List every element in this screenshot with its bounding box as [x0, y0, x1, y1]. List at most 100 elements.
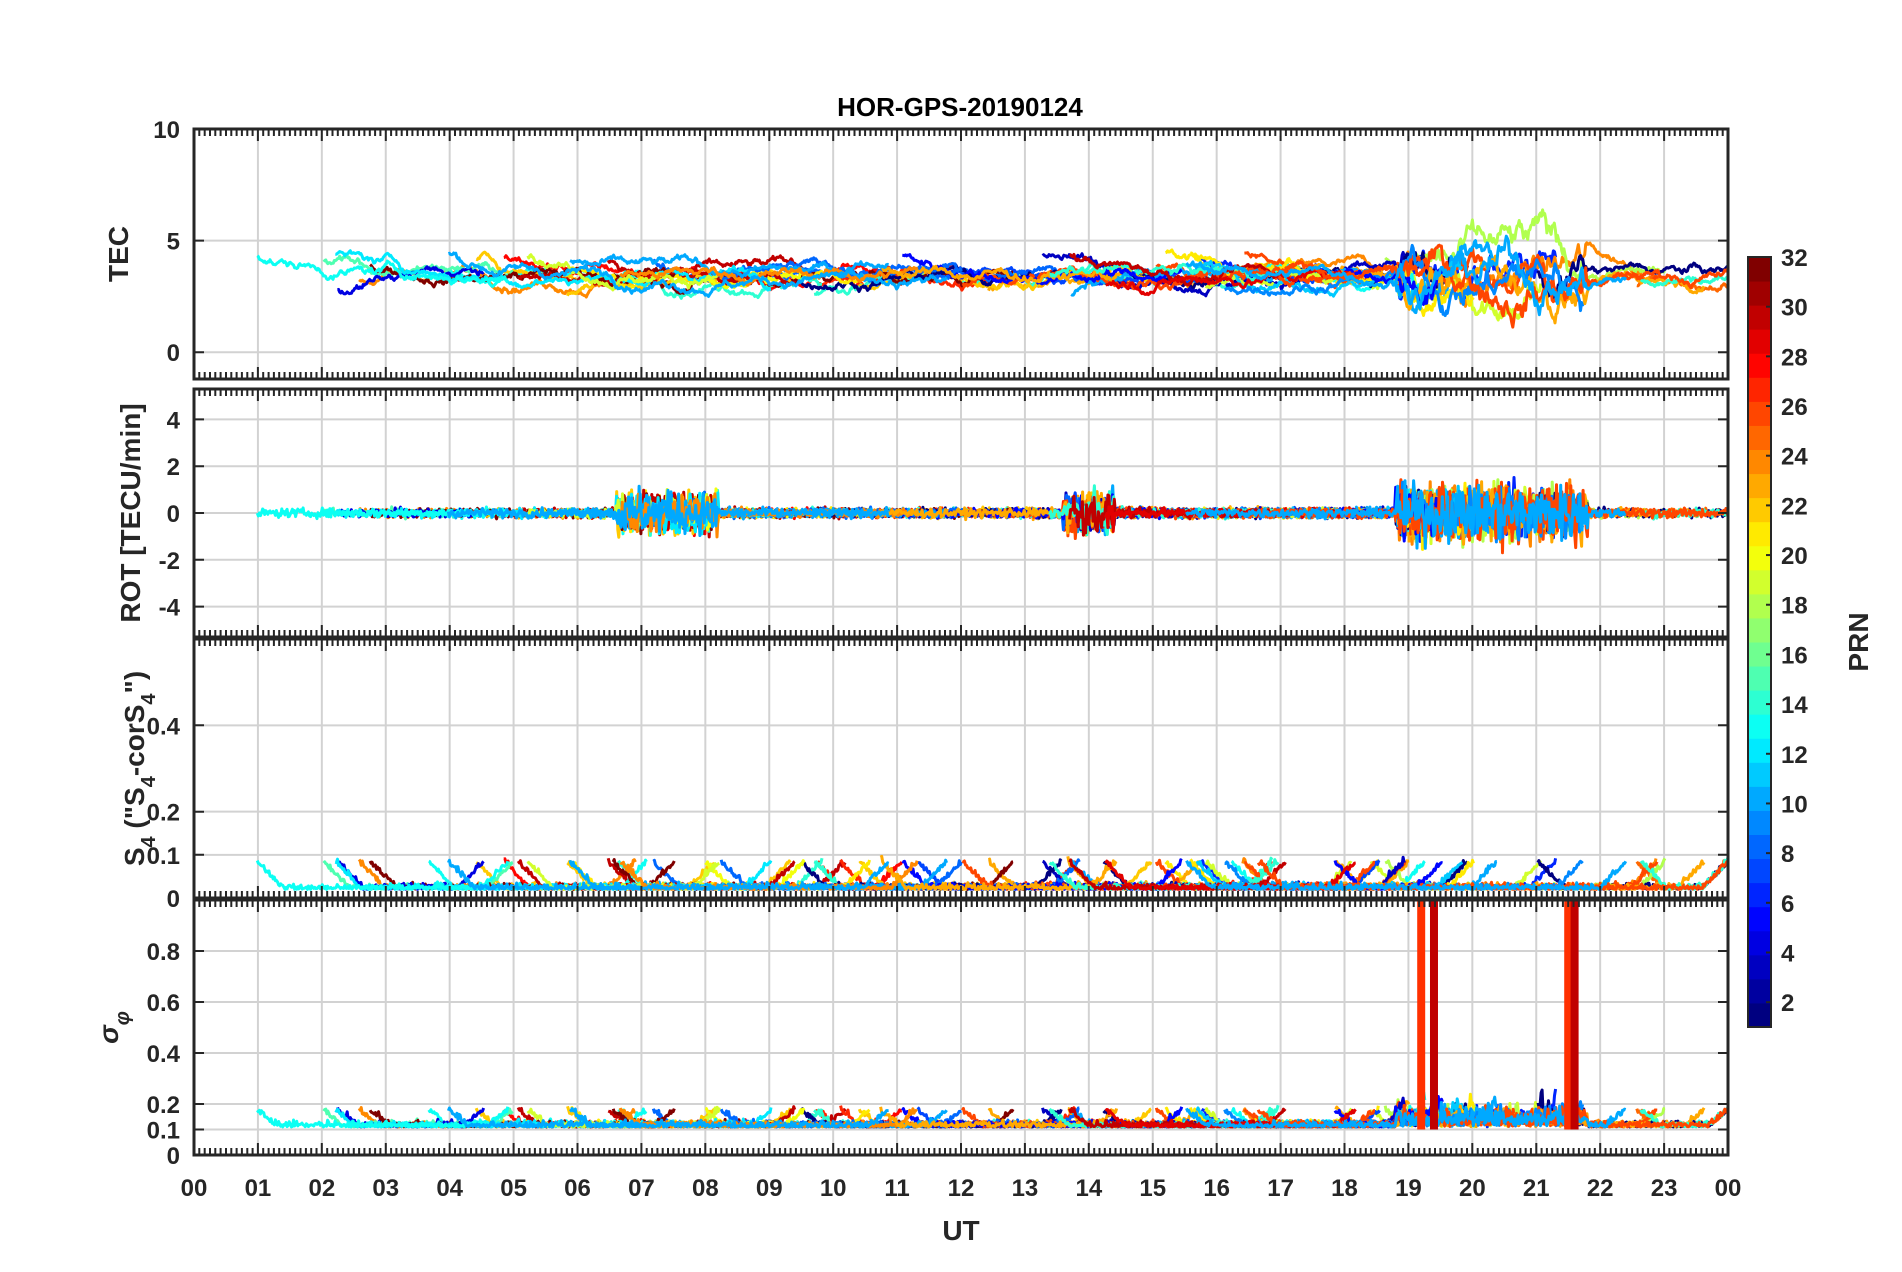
x-tick-label: 02	[308, 1175, 335, 1202]
x-tick-label: 00	[181, 1175, 208, 1202]
colorbar-bin	[1748, 257, 1771, 282]
y-tick-label: 2	[167, 454, 180, 481]
colorbar-tick-label: 12	[1781, 742, 1808, 769]
colorbar-bin	[1748, 714, 1771, 739]
x-tick-label: 18	[1331, 1175, 1358, 1202]
colorbar-tick-label: 2	[1781, 990, 1794, 1017]
y-tick-label: 0.4	[147, 1041, 181, 1068]
panel-2-traces	[255, 476, 1728, 555]
y-axis-label: σφ	[93, 1011, 134, 1044]
y-tick-label: 0.1	[147, 1118, 180, 1145]
colorbar-bin	[1748, 954, 1771, 980]
colorbar-tick-label: 24	[1781, 444, 1808, 471]
colorbar-tick-label: 4	[1781, 940, 1795, 967]
y-axis-label: ROT [TECU/min]	[115, 403, 146, 622]
sigma-phi-spike	[1570, 900, 1579, 1130]
colorbar-tick-label: 30	[1781, 295, 1808, 322]
panel-3-grid	[193, 639, 1729, 899]
panel-3: 0 0.1 0.2 0.4S4 ("S4-corS4")	[119, 637, 1730, 913]
y-tick-label: 0	[167, 340, 180, 367]
trace-line	[569, 253, 948, 291]
trace-line	[255, 860, 510, 891]
colorbar-bin	[1748, 569, 1771, 595]
trace-line	[446, 488, 890, 537]
trace-line	[322, 254, 514, 279]
colorbar-label: PRN	[1843, 612, 1874, 671]
x-tick-label: 13	[1012, 1175, 1039, 1202]
colorbar-tick-label: 10	[1781, 791, 1808, 818]
colorbar-bin	[1748, 810, 1771, 835]
colorbar-bin	[1748, 401, 1771, 426]
x-tick-label: 17	[1267, 1175, 1294, 1202]
colorbar-bin	[1748, 617, 1771, 643]
x-tick-label: 07	[628, 1175, 655, 1202]
y-tick-label: 0.2	[147, 1092, 180, 1119]
y-tick-label: 0.1	[147, 843, 180, 870]
panel-3-traces	[255, 854, 1728, 891]
trace-line	[256, 254, 509, 286]
trace-line	[1185, 234, 1627, 317]
colorbar-bin	[1748, 545, 1771, 571]
panel-2: -4 -2 0 2 4 ROT [TECU/min]	[115, 387, 1730, 639]
colorbar-bin	[1748, 593, 1771, 619]
panel-1: 0 5 10 TEC	[103, 117, 1730, 381]
x-tick-label: 03	[372, 1175, 399, 1202]
panel-4-ticks	[193, 900, 1729, 1156]
colorbar-bin	[1748, 521, 1771, 547]
y-tick-label: 0.2	[147, 800, 180, 827]
colorbar-bin	[1748, 738, 1771, 763]
colorbar-bin	[1748, 353, 1771, 378]
colorbar-bin	[1748, 906, 1771, 932]
x-tick-label: 11	[884, 1175, 909, 1202]
colorbar-bin	[1748, 882, 1771, 908]
trace-line	[447, 251, 890, 298]
colorbar-bin	[1748, 281, 1771, 306]
colorbar-tick-label: 32	[1781, 245, 1808, 272]
colorbar-frame	[1747, 256, 1772, 1028]
x-tick-label: 22	[1587, 1175, 1614, 1202]
colorbar-tick-label: 14	[1781, 692, 1808, 719]
x-tick-label: 09	[756, 1175, 783, 1202]
y-axis-label: TEC	[103, 226, 134, 282]
trace-line	[526, 253, 720, 292]
colorbar-bin	[1748, 497, 1771, 523]
colorbar-bin	[1748, 1002, 1771, 1028]
colorbar-tick-label: 20	[1781, 543, 1808, 570]
chart-title: HOR-GPS-20190124	[837, 92, 1083, 122]
colorbar-tick-label: 6	[1781, 891, 1794, 918]
panel-1-traces	[256, 208, 1728, 329]
y-tick-label: -4	[159, 595, 181, 622]
colorbar-bin	[1748, 834, 1771, 860]
y-tick-label: 0	[167, 886, 180, 913]
x-axis-label: UT	[942, 1215, 979, 1246]
y-tick-label: 5	[167, 229, 180, 256]
y-tick-label: 0	[167, 1143, 180, 1170]
colorbar-tick-label: 8	[1781, 841, 1794, 868]
trace-line	[1224, 243, 1585, 318]
colorbar-bin	[1748, 449, 1771, 475]
x-tick-label: 20	[1459, 1175, 1486, 1202]
trace-line	[879, 1106, 1119, 1129]
y-tick-label: 0.6	[147, 990, 180, 1017]
y-tick-label: 0.8	[147, 939, 180, 966]
colorbar-tick-label: 18	[1781, 593, 1808, 620]
x-tick-label: 12	[948, 1175, 975, 1202]
y-tick-label: 0	[167, 501, 180, 528]
panel-3-ticks	[193, 639, 1729, 899]
colorbar-bin	[1748, 305, 1771, 330]
colorbar-bin	[1748, 642, 1771, 667]
y-axis-label: S4 ("S4-corS4")	[119, 671, 160, 866]
colorbar-bin	[1748, 786, 1771, 811]
trace-line	[1639, 274, 1728, 288]
x-tick-label: 10	[820, 1175, 847, 1202]
colorbar-bin	[1748, 690, 1771, 715]
colorbar-bin	[1748, 473, 1771, 499]
colorbar-bin	[1748, 978, 1771, 1004]
sigma-phi-spike	[1417, 900, 1426, 1130]
y-tick-label: 10	[153, 117, 180, 144]
y-tick-label: -2	[159, 548, 180, 575]
trace-line	[334, 249, 772, 292]
